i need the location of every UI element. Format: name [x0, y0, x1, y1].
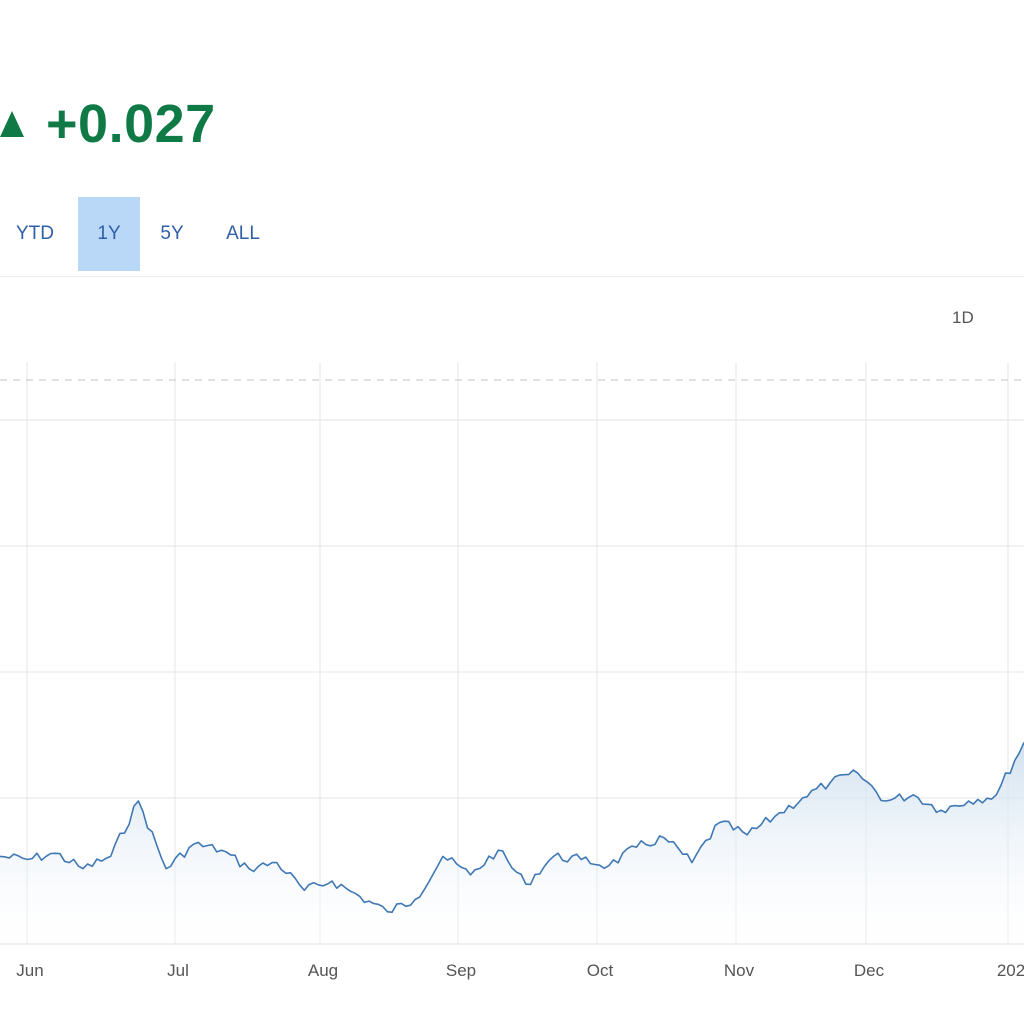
x-tick-label: Nov	[724, 961, 755, 980]
x-tick-label: 202	[997, 961, 1024, 980]
interval-tab-1d[interactable]: 1D	[952, 308, 974, 327]
tab-ytd[interactable]: YTD	[16, 223, 54, 244]
tab-5y[interactable]: 5Y	[160, 223, 184, 244]
range-tabs: YTD 1Y 5Y ALL	[0, 197, 282, 271]
x-tick-label: Jun	[16, 961, 43, 980]
tab-1y[interactable]: 1Y	[78, 197, 140, 271]
x-tick-label: Aug	[308, 961, 338, 980]
x-axis: Jun Jul Aug Sep Oct Nov Dec 202	[16, 961, 1024, 980]
x-tick-label: Jul	[167, 961, 189, 980]
price-area	[0, 742, 1024, 944]
x-tick-label: Sep	[446, 961, 476, 980]
chart-panel	[0, 276, 1024, 1002]
tab-all[interactable]: ALL	[226, 223, 260, 244]
x-tick-label: Oct	[587, 961, 614, 980]
price-change: +0.027	[0, 92, 216, 156]
x-tick-label: Dec	[854, 961, 885, 980]
triangle-up-icon	[0, 111, 24, 137]
price-line	[0, 742, 1024, 913]
price-change-value: +0.027	[46, 94, 216, 154]
